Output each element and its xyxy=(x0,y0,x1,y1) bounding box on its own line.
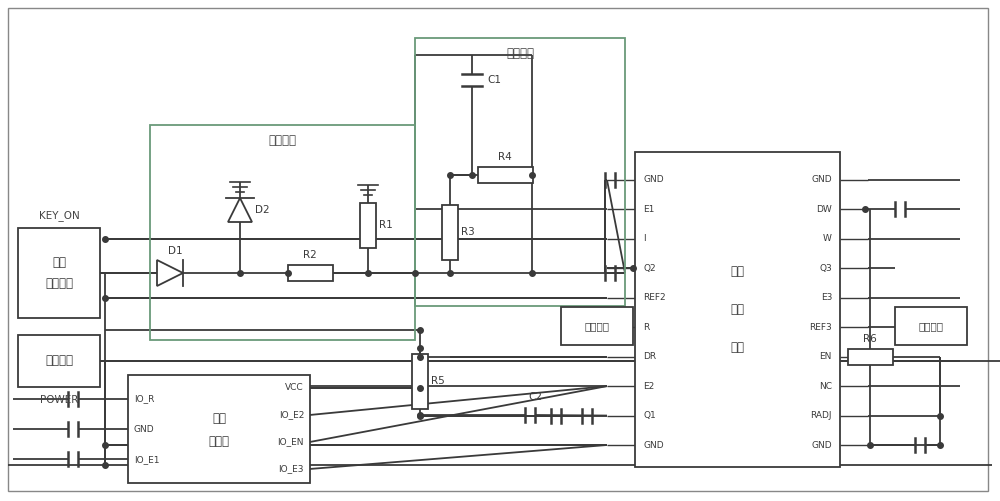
Text: C2: C2 xyxy=(528,392,542,402)
Polygon shape xyxy=(228,198,252,222)
Text: GND: GND xyxy=(643,440,664,449)
Text: E2: E2 xyxy=(643,382,654,391)
Bar xyxy=(412,354,428,409)
Text: 芯片: 芯片 xyxy=(730,341,744,354)
Bar xyxy=(128,375,310,483)
Text: R4: R4 xyxy=(498,152,512,162)
Text: R1: R1 xyxy=(379,220,393,230)
Text: C1: C1 xyxy=(487,75,501,85)
Text: IO_E3: IO_E3 xyxy=(278,464,304,473)
Text: 启动开关: 启动开关 xyxy=(45,277,73,290)
Text: 整车: 整车 xyxy=(212,412,226,425)
Bar xyxy=(478,167,533,183)
Text: 供电电源: 供电电源 xyxy=(45,355,73,368)
Text: POWER: POWER xyxy=(40,395,78,405)
Text: D1: D1 xyxy=(168,246,182,256)
Text: 滤波电路: 滤波电路 xyxy=(506,47,534,60)
Text: E3: E3 xyxy=(821,293,832,302)
Text: R2: R2 xyxy=(303,250,317,260)
Bar xyxy=(635,152,840,467)
Text: E1: E1 xyxy=(643,205,654,214)
Bar xyxy=(18,335,100,387)
Bar xyxy=(895,307,967,345)
Text: W: W xyxy=(823,234,832,243)
Bar xyxy=(18,228,100,318)
Text: R3: R3 xyxy=(461,227,475,237)
Bar xyxy=(288,265,333,281)
Text: 保护电路: 保护电路 xyxy=(268,133,296,146)
Text: IO_E2: IO_E2 xyxy=(279,410,304,419)
Text: Q3: Q3 xyxy=(819,264,832,273)
Text: R: R xyxy=(643,323,649,332)
Text: GND: GND xyxy=(811,440,832,449)
Text: IO_E1: IO_E1 xyxy=(134,455,160,464)
Text: R6: R6 xyxy=(863,334,877,344)
Text: DR: DR xyxy=(643,352,656,361)
Text: D2: D2 xyxy=(255,205,269,215)
Text: 用电器件: 用电器件 xyxy=(918,321,944,331)
Text: 控制器: 控制器 xyxy=(208,435,230,448)
Text: GND: GND xyxy=(134,424,155,433)
Text: 电源: 电源 xyxy=(730,265,744,278)
Text: GND: GND xyxy=(643,175,664,184)
Text: REF2: REF2 xyxy=(643,293,666,302)
Bar xyxy=(360,203,376,248)
Bar xyxy=(848,349,893,365)
Text: NC: NC xyxy=(819,382,832,391)
Text: I: I xyxy=(643,234,646,243)
Text: Q2: Q2 xyxy=(643,264,656,273)
Text: IO_R: IO_R xyxy=(134,394,154,403)
Text: Q1: Q1 xyxy=(643,411,656,420)
Text: REF3: REF3 xyxy=(809,323,832,332)
Bar xyxy=(415,38,625,306)
Text: GND: GND xyxy=(811,175,832,184)
Text: 电源: 电源 xyxy=(52,256,66,269)
Bar xyxy=(442,205,458,260)
Text: DW: DW xyxy=(816,205,832,214)
Text: R5: R5 xyxy=(431,376,445,386)
Text: 管理: 管理 xyxy=(730,303,744,316)
Text: VCC: VCC xyxy=(285,383,304,392)
Polygon shape xyxy=(157,260,183,286)
Bar xyxy=(561,307,633,345)
Text: IO_EN: IO_EN xyxy=(278,437,304,446)
Text: 用电器件: 用电器件 xyxy=(584,321,610,331)
Text: EN: EN xyxy=(820,352,832,361)
Text: KEY_ON: KEY_ON xyxy=(39,210,79,221)
Text: RADJ: RADJ xyxy=(810,411,832,420)
Bar xyxy=(150,125,415,340)
